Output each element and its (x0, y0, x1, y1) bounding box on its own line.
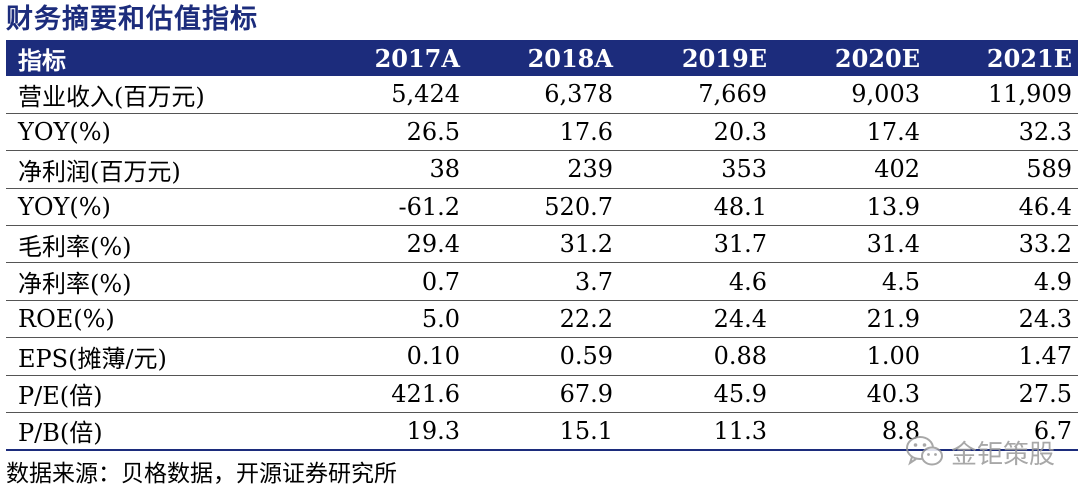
table-cell: 22.2 (466, 300, 619, 339)
table-cell: 31.7 (619, 225, 773, 264)
table-cell: 24.3 (926, 300, 1078, 339)
table-row: 净利率(%) 0.7 3.7 4.6 4.5 4.9 (6, 262, 1078, 301)
row-label: ROE(%) (6, 300, 228, 339)
row-label: EPS(摊薄/元) (6, 337, 228, 376)
row-label: 营业收入(百万元) (6, 76, 228, 114)
table-cell: 13.9 (773, 188, 926, 227)
table-cell: 24.4 (619, 300, 773, 339)
table-row: EPS(摊薄/元) 0.10 0.59 0.88 1.00 1.47 (6, 337, 1078, 376)
table-cell: 239 (466, 150, 619, 189)
table-cell: 17.4 (773, 113, 926, 152)
table-cell: 38 (228, 150, 466, 189)
header-cell-2020e: 2020E (834, 43, 920, 73)
table-cell: 45.9 (619, 375, 773, 414)
data-source-note: 数据来源：贝格数据，开源证券研究所 (6, 461, 397, 487)
table-row: YOY(%) 26.5 17.6 20.3 17.4 32.3 (6, 113, 1078, 152)
table-row: YOY(%) -61.2 520.7 48.1 13.9 46.4 (6, 188, 1078, 227)
table-cell: 19.3 (228, 412, 466, 451)
row-label: YOY(%) (6, 188, 228, 227)
table-cell: 5,424 (228, 76, 466, 114)
table-cell: 26.5 (228, 113, 466, 152)
header-cell-2019e: 2019E (681, 43, 767, 73)
table-cell: 402 (773, 150, 926, 189)
table-cell: 17.6 (466, 113, 619, 152)
table-cell: 520.7 (466, 188, 619, 227)
table-cell: 6,378 (466, 76, 619, 114)
table-cell: 0.10 (228, 337, 466, 376)
table-cell: 589 (926, 150, 1078, 189)
row-label: 净利润(百万元) (6, 150, 228, 189)
watermark-text: 金钜策股 (951, 439, 1056, 470)
financial-summary-table: 指标 2017A 2018A 2019E 2020E 2021E 营业收入(百万… (6, 40, 1078, 451)
row-label: YOY(%) (6, 113, 228, 152)
table-cell: 3.7 (466, 262, 619, 301)
table-cell: 6.7 (926, 412, 1078, 451)
header-cell-2021e: 2021E (986, 43, 1072, 73)
watermark: 金钜策股 (905, 430, 1055, 474)
table-cell: 46.4 (926, 188, 1078, 227)
header-cell-2018a: 2018A (527, 43, 613, 73)
header-cell-indicator: 指标 (18, 46, 66, 75)
table-row: P/B(倍) 19.3 15.1 11.3 8.8 6.7 (6, 412, 1078, 451)
table-cell: 31.4 (773, 225, 926, 264)
table-cell: 33.2 (926, 225, 1078, 264)
table-cell: 4.5 (773, 262, 926, 301)
header-cell-2017a: 2017A (374, 43, 460, 73)
wechat-icon (905, 435, 945, 469)
table-cell: 21.9 (773, 300, 926, 339)
table-cell: 4.9 (926, 262, 1078, 301)
table-row: 营业收入(百万元) 5,424 6,378 7,669 9,003 11,909 (6, 76, 1078, 114)
table-cell: 7,669 (619, 76, 773, 114)
row-label: 净利率(%) (6, 262, 228, 301)
table-cell: 5.0 (228, 300, 466, 339)
table-cell: 1.00 (773, 337, 926, 376)
table-row: P/E(倍) 421.6 67.9 45.9 40.3 27.5 (6, 375, 1078, 414)
table-cell: 4.6 (619, 262, 773, 301)
table-cell: 11,909 (926, 76, 1078, 114)
table-cell: 29.4 (228, 225, 466, 264)
table-header-row: 指标 2017A 2018A 2019E 2020E 2021E (6, 40, 1078, 76)
table-cell: 1.47 (926, 337, 1078, 376)
table-row: 净利润(百万元) 38 239 353 402 589 (6, 150, 1078, 189)
table-row: 毛利率(%) 29.4 31.2 31.7 31.4 33.2 (6, 225, 1078, 264)
table-cell: 40.3 (773, 375, 926, 414)
table-cell: 32.3 (926, 113, 1078, 152)
table-cell: 48.1 (619, 188, 773, 227)
table-cell: 11.3 (619, 412, 773, 451)
table-cell: 31.2 (466, 225, 619, 264)
table-cell: 8.8 (773, 412, 926, 451)
page-title: 财务摘要和估值指标 (6, 4, 258, 35)
table-cell: -61.2 (228, 188, 466, 227)
row-label: P/B(倍) (6, 412, 228, 451)
table-cell: 9,003 (773, 76, 926, 114)
table-cell: 0.88 (619, 337, 773, 376)
row-label: P/E(倍) (6, 375, 228, 414)
table-cell: 67.9 (466, 375, 619, 414)
table-cell: 15.1 (466, 412, 619, 451)
table-cell: 353 (619, 150, 773, 189)
row-label: 毛利率(%) (6, 225, 228, 264)
table-cell: 20.3 (619, 113, 773, 152)
table-cell: 421.6 (228, 375, 466, 414)
table-cell: 0.7 (228, 262, 466, 301)
table-cell: 27.5 (926, 375, 1078, 414)
table-cell: 0.59 (466, 337, 619, 376)
table-row: ROE(%) 5.0 22.2 24.4 21.9 24.3 (6, 300, 1078, 339)
